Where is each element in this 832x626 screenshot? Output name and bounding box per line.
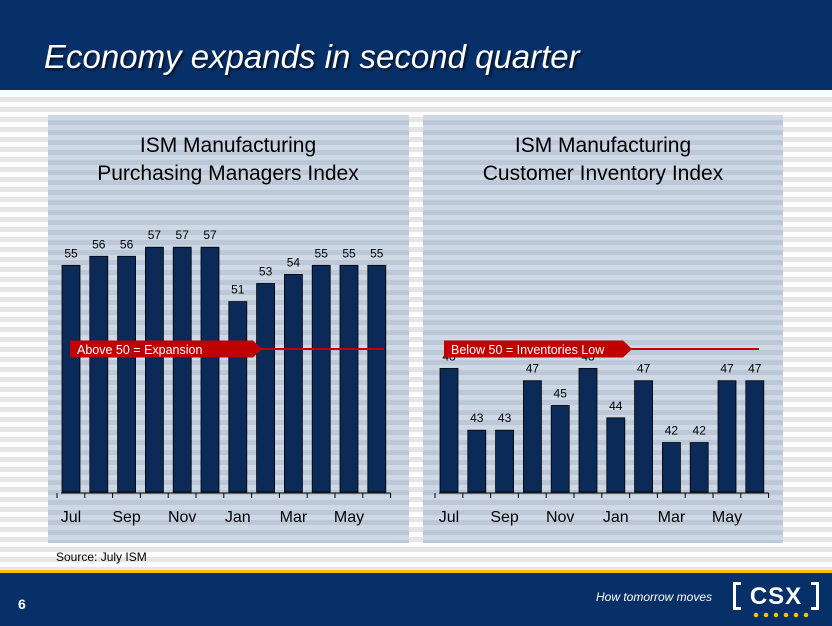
data-label: 55 xyxy=(342,246,356,260)
bar-nov xyxy=(550,405,570,493)
data-label: 55 xyxy=(315,246,329,260)
x-tick-label: Jan xyxy=(603,509,629,526)
data-label: 47 xyxy=(720,362,734,376)
tagline: How tomorrow moves xyxy=(596,590,713,604)
csx-logo: CSX xyxy=(733,580,819,618)
x-tick-label: Jul xyxy=(439,509,459,526)
data-label: 55 xyxy=(64,246,78,260)
bar-apr xyxy=(311,264,331,493)
data-label: 47 xyxy=(637,362,651,376)
data-label: 43 xyxy=(470,411,484,425)
bar-feb xyxy=(256,283,276,493)
bar-may xyxy=(717,380,737,493)
x-tick-label: Sep xyxy=(112,509,141,526)
source-note: Source: July ISM xyxy=(56,550,147,564)
data-label: 42 xyxy=(693,424,707,438)
data-label: 54 xyxy=(287,255,301,269)
bar-jun xyxy=(745,380,765,493)
threshold-label: Above 50 = Expansion xyxy=(77,343,202,357)
bar-feb xyxy=(634,380,654,493)
x-tick-label: Sep xyxy=(490,509,519,526)
bar-sep xyxy=(495,429,514,493)
data-label: 57 xyxy=(148,228,162,242)
bar-nov xyxy=(172,246,192,493)
chart-panel-inventory: ISM Manufacturing Customer Inventory Inde… xyxy=(423,115,783,543)
chart-inventory: ISM Manufacturing Customer Inventory Inde… xyxy=(434,134,770,526)
data-label: 47 xyxy=(748,362,762,376)
threshold-label-box xyxy=(70,340,262,358)
bar-jul xyxy=(61,264,81,493)
bar-jan xyxy=(228,301,248,493)
data-label: 44 xyxy=(609,399,623,413)
logo-bracket-right xyxy=(811,582,819,610)
bar-jul xyxy=(439,367,459,493)
bar-dec xyxy=(578,367,598,493)
x-tick-label: Mar xyxy=(658,509,686,526)
x-tick-label: Jan xyxy=(225,509,251,526)
logo-text: CSX xyxy=(749,583,803,610)
x-tick-label: Nov xyxy=(546,509,574,526)
data-label: 56 xyxy=(92,237,106,251)
chart-pmi: ISM Manufacturing Purchasing Managers Ind… xyxy=(56,134,392,526)
bar-jan xyxy=(606,417,626,493)
bar-aug xyxy=(89,255,109,493)
data-label: 42 xyxy=(665,424,679,438)
x-tick-label: May xyxy=(334,509,364,526)
bar-mar xyxy=(661,442,681,493)
data-label: 43 xyxy=(498,411,512,425)
threshold-label: Below 50 = Inventories Low xyxy=(451,343,605,357)
page-number: 6 xyxy=(18,596,26,612)
x-tick-label: Nov xyxy=(168,509,196,526)
chart-title-line: ISM Manufacturing xyxy=(140,134,316,157)
data-label: 57 xyxy=(176,228,190,242)
footer-bar xyxy=(0,570,832,626)
logo-dots xyxy=(751,612,811,618)
bar-sep xyxy=(117,255,136,493)
logo-bracket-left xyxy=(733,582,741,610)
data-label: 55 xyxy=(370,246,384,260)
bar-oct xyxy=(523,380,542,493)
bar-oct xyxy=(145,246,164,493)
bar-may xyxy=(339,264,359,493)
chart-title-line: ISM Manufacturing xyxy=(515,134,691,157)
data-label: 53 xyxy=(259,264,273,278)
x-tick-label: Mar xyxy=(280,509,308,526)
data-label: 56 xyxy=(120,237,134,251)
data-label: 51 xyxy=(231,283,245,297)
chart-title-line: Customer Inventory Index xyxy=(483,162,724,185)
page-title: Economy expands in second quarter xyxy=(44,38,580,75)
chart-panel-pmi: ISM Manufacturing Purchasing Managers Ind… xyxy=(48,115,409,543)
data-label: 47 xyxy=(526,362,540,376)
bar-mar xyxy=(283,273,303,493)
threshold-label-box xyxy=(444,340,632,358)
bar-apr xyxy=(689,442,709,493)
chart-title-line: Purchasing Managers Index xyxy=(97,162,359,185)
header-bar xyxy=(0,0,832,90)
data-label: 45 xyxy=(554,386,568,400)
x-tick-label: Jul xyxy=(61,509,81,526)
bar-jun xyxy=(367,264,387,493)
data-label: 57 xyxy=(203,228,217,242)
bar-dec xyxy=(200,246,220,493)
x-tick-label: May xyxy=(712,509,742,526)
bar-aug xyxy=(467,429,487,493)
